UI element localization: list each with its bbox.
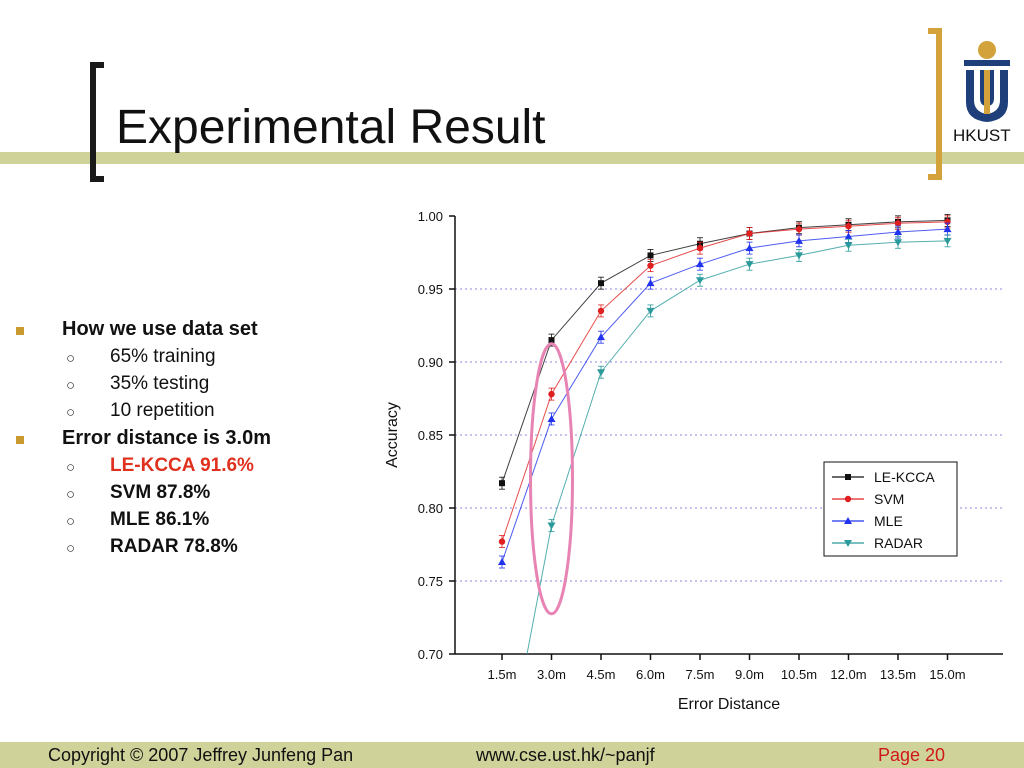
title-accent-stripe xyxy=(0,152,1024,164)
data-point-mle xyxy=(597,333,605,341)
hkust-logo-icon xyxy=(964,41,1010,122)
x-tick-label: 4.5m xyxy=(587,667,616,682)
y-tick-label: 1.00 xyxy=(418,209,443,224)
data-point-svm xyxy=(845,223,852,230)
legend-label-radar: RADAR xyxy=(874,535,923,551)
circle-bullet-icon: ○ xyxy=(66,459,76,476)
series-line-mle xyxy=(501,228,948,563)
footer-url: www.cse.ust.hk/~panjf xyxy=(476,745,655,765)
legend-marker-svm xyxy=(844,495,852,503)
bullet-dataset: How we use data set xyxy=(14,318,364,346)
x-tick-label: 6.0m xyxy=(636,667,665,682)
x-tick-label: 10.5m xyxy=(781,667,817,682)
footer-bar xyxy=(0,742,1024,768)
legend-label-mle: MLE xyxy=(874,513,903,529)
data-point-svm xyxy=(597,307,605,315)
sub-bullet-highlight: ○ LE-KCCA 91.6% xyxy=(66,455,254,476)
bullet-square-icon xyxy=(16,327,24,335)
x-tick-label: 1.5m xyxy=(488,667,517,682)
circle-bullet-icon: ○ xyxy=(66,350,76,367)
circle-bullet-icon: ○ xyxy=(66,377,76,394)
circle-bullet-icon: ○ xyxy=(66,540,76,557)
data-point-svm xyxy=(795,225,803,233)
y-tick-label: 0.70 xyxy=(418,647,443,662)
data-point-mle xyxy=(646,279,655,287)
sub-bullet: ○ 10 repetition xyxy=(66,400,215,421)
x-axis-title: Error Distance xyxy=(678,696,780,713)
data-point-radar xyxy=(844,242,853,250)
data-point-mle xyxy=(498,558,506,566)
slide-title: Experimental Result xyxy=(116,101,546,154)
circle-bullet-icon: ○ xyxy=(66,486,76,503)
series-line-svm xyxy=(501,221,948,542)
data-point-le-kcca xyxy=(499,480,505,487)
data-point-radar xyxy=(696,277,704,285)
data-point-le-kcca xyxy=(598,280,604,287)
circle-bullet-icon: ○ xyxy=(66,404,76,421)
x-tick-label: 12.0m xyxy=(830,667,866,682)
bullet-error-distance: Error distance is 3.0m xyxy=(14,427,364,455)
y-axis-title: Accuracy xyxy=(384,402,401,468)
legend-label-le-kcca: LE-KCCA xyxy=(874,469,935,485)
data-point-le-kcca xyxy=(548,337,555,344)
legend-marker-mle xyxy=(844,517,852,524)
legend-marker-le-kcca xyxy=(845,474,851,480)
data-point-radar xyxy=(646,307,655,315)
y-tick-label: 0.85 xyxy=(418,428,443,443)
data-point-mle xyxy=(795,236,803,244)
data-point-svm xyxy=(894,220,902,227)
x-tick-label: 13.5m xyxy=(880,667,916,682)
data-point-svm xyxy=(647,262,654,269)
data-point-le-kcca xyxy=(647,252,654,259)
data-point-mle xyxy=(894,228,902,236)
y-tick-label: 0.90 xyxy=(418,355,443,370)
data-point-radar xyxy=(943,237,952,245)
accuracy-chart: 0.70 0.75 0.80 0.85 0.90 0.95 1.00 1.5m 3.0m 4.5m… xyxy=(384,209,1003,713)
x-tick-label: 7.5m xyxy=(686,667,715,682)
title-right-bracket xyxy=(928,28,942,180)
data-point-mle xyxy=(696,260,704,268)
sub-bullet: ○ 65% training xyxy=(66,346,216,367)
legend-marker-radar xyxy=(844,540,852,547)
logo-label: HKUST xyxy=(953,126,1011,145)
legend-label-svm: SVM xyxy=(874,491,904,507)
y-tick-label: 0.95 xyxy=(418,282,443,297)
data-point-radar xyxy=(547,522,556,530)
data-point-radar xyxy=(597,369,605,377)
y-tick-label: 0.75 xyxy=(418,574,443,589)
sub-bullet: ○ RADAR 78.8% xyxy=(66,536,238,557)
circle-bullet-icon: ○ xyxy=(66,513,76,530)
data-point-mle xyxy=(943,225,952,233)
x-tick-label: 9.0m xyxy=(735,667,764,682)
title-left-bracket xyxy=(90,62,104,182)
data-point-radar xyxy=(795,252,803,260)
highlight-ellipse xyxy=(529,342,574,616)
data-point-svm xyxy=(696,244,704,252)
x-tick-label: 15.0m xyxy=(929,667,965,682)
data-point-svm xyxy=(548,390,555,398)
data-point-mle xyxy=(547,414,556,422)
footer-copyright: Copyright © 2007 Jeffrey Junfeng Pan xyxy=(48,745,354,765)
bullet-square-icon xyxy=(16,436,24,444)
sub-bullet: ○ MLE 86.1% xyxy=(66,509,210,530)
bullet-list: How we use data set ○ 65% training ○ 35% t… xyxy=(14,318,364,563)
x-tick-label: 3.0m xyxy=(537,667,566,682)
data-point-svm xyxy=(498,538,506,545)
data-point-mle xyxy=(745,244,754,252)
data-point-radar xyxy=(894,239,902,247)
data-point-svm xyxy=(746,230,753,237)
series-line-le-kcca xyxy=(501,219,948,484)
data-point-mle xyxy=(844,232,853,240)
data-point-radar xyxy=(745,261,754,269)
sub-bullet: ○ 35% testing xyxy=(66,373,210,394)
footer-page-number: Page 20 xyxy=(878,745,946,765)
y-tick-label: 0.80 xyxy=(418,501,443,516)
sub-bullet: ○ SVM 87.8% xyxy=(66,482,211,503)
series-line-radar xyxy=(526,240,948,654)
